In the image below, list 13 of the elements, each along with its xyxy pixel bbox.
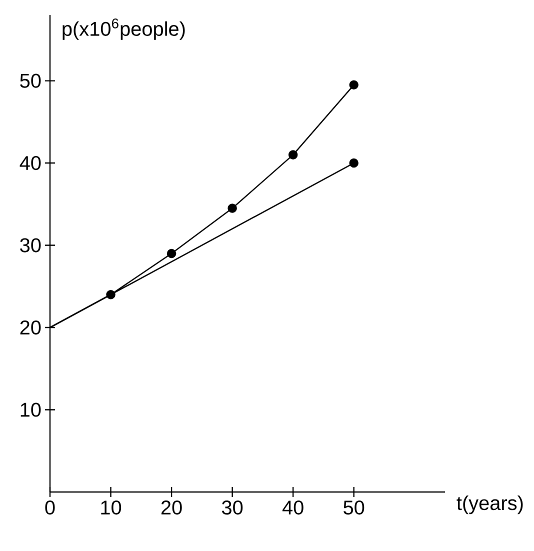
x-tick-label: 0	[45, 500, 55, 515]
y-tick-label: 10	[20, 402, 41, 417]
y-tick-label: 40	[20, 156, 41, 170]
x-tick-label: 10	[101, 500, 122, 515]
y-tick-label: 30	[20, 238, 41, 252]
x-tick-label: 50	[344, 500, 364, 515]
x-tick-label: 20	[161, 500, 182, 515]
x-tick-label: 30	[222, 500, 243, 515]
x-tick-label: 40	[282, 500, 304, 515]
y-axis-title: p(x10$^{6}$people)	[62, 18, 185, 40]
y-tick-label: 50	[20, 74, 41, 88]
x-axis-title: t(years)	[456, 496, 523, 514]
y-tick-label: 20	[20, 320, 41, 335]
